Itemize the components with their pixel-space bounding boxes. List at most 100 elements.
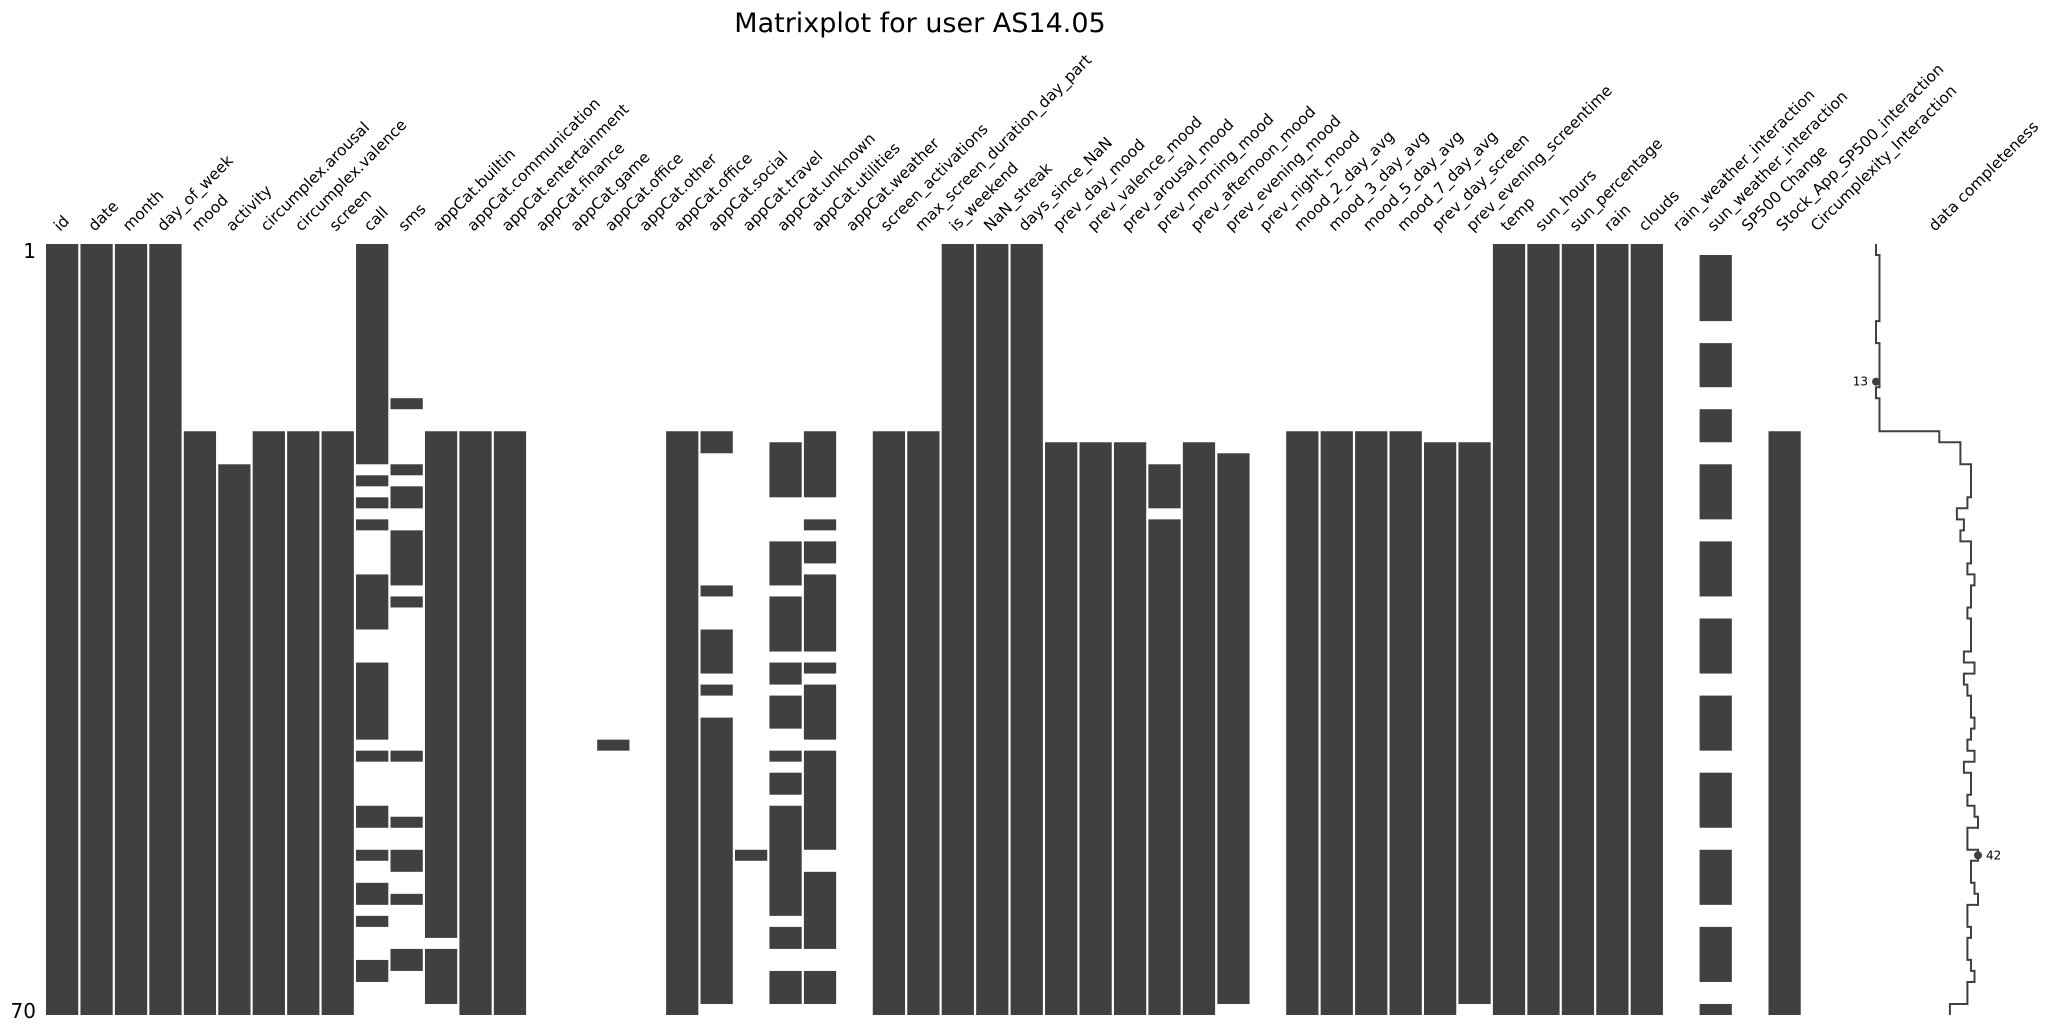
matrix-column-prev-evening-mood [1217,453,1250,1004]
present-cell-block [1768,431,1801,1015]
sparkline-min-marker [1872,377,1880,386]
matrix-column-mood-7-day-avg [1389,431,1422,1015]
present-cell-block [356,959,389,982]
matrix-column-days-since-nan [1010,244,1043,1015]
present-cell-block [735,849,768,861]
present-cell-block [424,948,458,1004]
present-cell-block [390,464,423,476]
present-cell-block [597,739,630,751]
present-cell-block [1699,618,1732,674]
present-cell-block [114,244,148,1015]
present-cell-block [769,596,802,652]
present-cell-block [390,398,423,410]
present-cell-block [1148,519,1181,1015]
present-cell-block [356,849,389,861]
present-cell-block [321,431,354,1015]
present-cell-block [390,530,423,586]
matrix-column-sun-hours [1527,244,1560,1015]
present-cell-block [1045,442,1078,1015]
present-cell-block [1699,695,1732,751]
matrix-column-clouds [1630,244,1663,1015]
matrix-column-appcat-communication [459,431,492,1015]
matrix-column-mood [183,431,217,1015]
matrix-column-stock-app-sp500-interaction [1768,431,1801,1015]
present-cell-block [1320,431,1353,1015]
matrix-column-sms [390,398,423,971]
present-cell-block [1424,442,1457,1015]
present-cell-block [390,750,423,762]
present-cell-block [1596,244,1629,1015]
present-cell-block [1286,431,1319,1015]
matrix-column-appcat-utilities [803,431,837,1004]
present-cell-block [287,431,320,1015]
matrix-column-appcat-unknown [769,442,802,1004]
matrix-column-appcat-office [666,431,699,1015]
matrix-column-screen [321,431,354,1015]
present-cell-block [769,772,802,795]
matrix-column-rain [1596,244,1629,1015]
matrix-column-appcat-social [700,431,733,1004]
present-cell-block [803,431,837,498]
row-label-last: 70 [11,999,36,1023]
present-cell-block [390,486,423,509]
matrix-column-activity [218,464,251,1015]
present-cell-block [356,574,389,630]
present-cell-block [356,497,389,509]
present-cell-block [1527,244,1560,1015]
chart-title: Matrixplot for user AS14.05 [734,8,1105,39]
present-cell-block [769,442,802,498]
matrix-column-screen-activations [872,431,906,1015]
present-cell-block [1079,442,1112,1015]
present-cell-block [1699,926,1732,982]
matrix-column-circumplex-valence [287,431,320,1015]
present-cell-block [941,244,974,1015]
present-cell-block [803,750,837,850]
present-cell-block [390,849,423,872]
present-cell-block [1010,244,1043,1015]
present-cell-block [183,431,217,1015]
present-cell-block [149,244,182,1015]
present-cell-block [1113,442,1147,1015]
matrix-column-appcat-travel [735,849,768,861]
present-cell-block [390,596,423,608]
matrix-column-prev-valence-mood [1079,442,1112,1015]
sparkline-max-label: 42 [1986,848,2001,862]
present-cell-block [424,431,458,938]
present-cell-block [356,519,389,531]
present-cell-block [493,431,527,1015]
present-cell-block [390,893,423,905]
matrix-column-id [46,244,79,1015]
column-labels: id datemonthday_of_weekmoodactivitycircum… [50,51,1961,235]
present-cell-block [356,750,389,762]
present-cell-block [459,431,492,1015]
present-cell-block [1699,343,1732,388]
matrix-column-prev-day-screen [1424,442,1457,1015]
matrix-column-prev-afternoon-mood [1182,442,1216,1015]
matrix-column-circumplex-arousal [252,431,285,1015]
present-cell-block [700,431,733,454]
matrix-column-appcat-builtin [424,431,458,1004]
present-cell-block [907,431,940,1015]
present-cell-block [1217,453,1250,1004]
present-cell-block [1492,244,1526,1015]
present-cell-block [872,431,906,1015]
matrix-column-appcat-entertainment [493,431,527,1015]
present-cell-block [803,541,837,564]
present-cell-block [1699,772,1732,828]
matrix-column-is-weekend [941,244,974,1015]
present-cell-block [769,541,802,586]
matrix-column-temp [1492,244,1526,1015]
present-cell-block [1389,431,1422,1015]
present-cell-block [803,662,837,674]
matrix-column-mood-3-day-avg [1320,431,1353,1015]
matrix-column-day-of-week [149,244,182,1015]
matrix-column-call [356,244,389,982]
matrix-column-nan-streak [976,244,1009,1015]
present-cell-block [769,926,802,949]
present-cell-block [356,882,389,905]
present-cell-block [769,695,802,729]
sparkline-label: data completeness [1925,118,2042,235]
column-label: date [85,197,122,234]
present-cell-block [356,805,389,828]
